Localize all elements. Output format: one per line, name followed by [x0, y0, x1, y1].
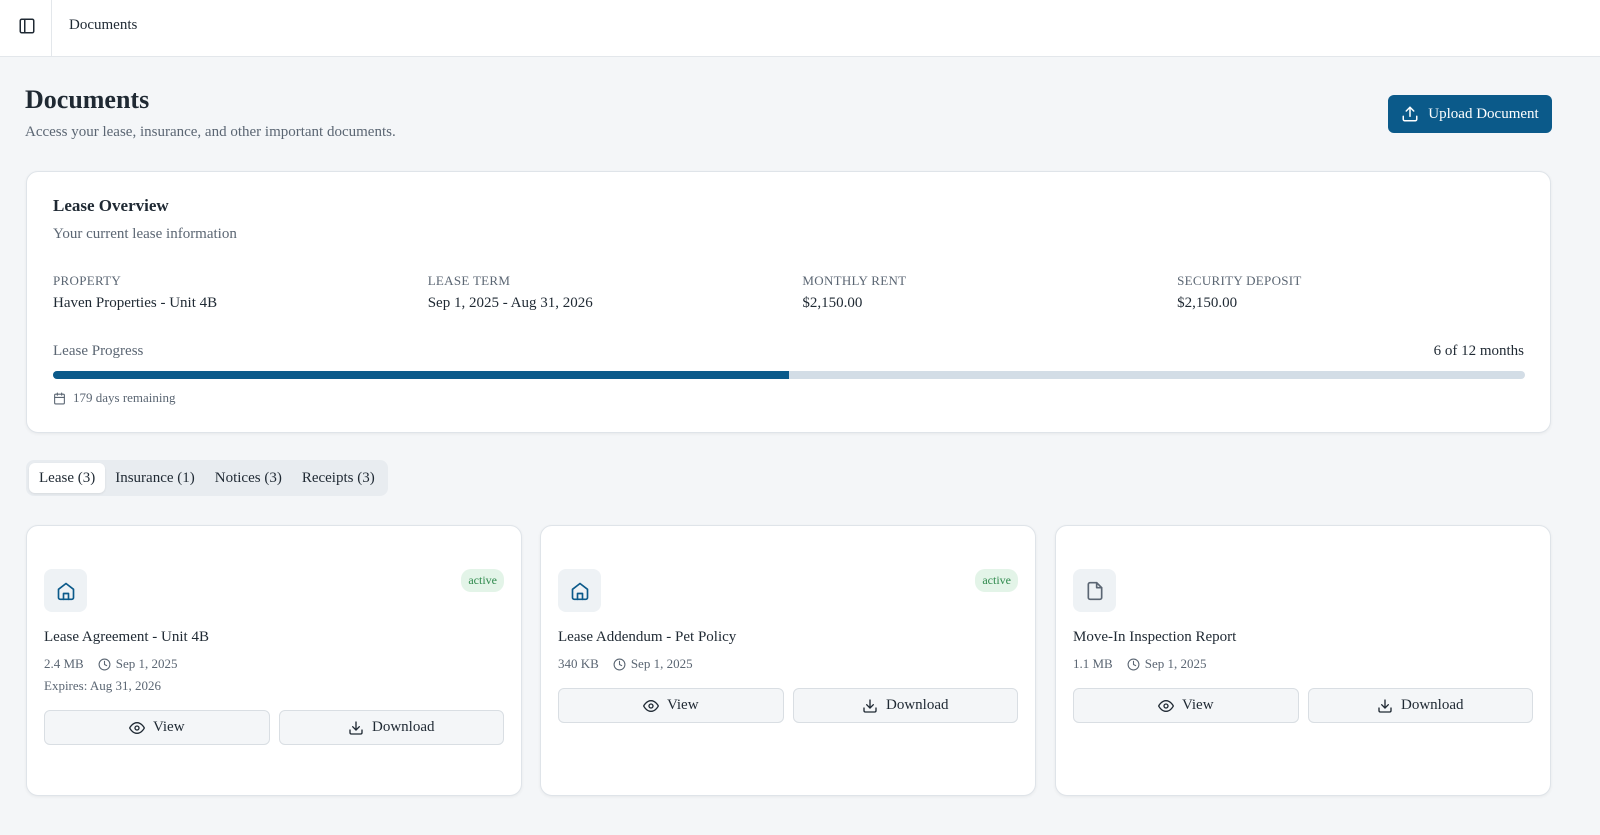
- upload-label: Upload Document: [1428, 105, 1539, 122]
- field-value: Sep 1, 2025 - Aug 31, 2026: [427, 295, 593, 311]
- field-label: MONTHLY RENT: [802, 273, 907, 288]
- field-value: $2,150.00: [1177, 295, 1238, 311]
- download-button[interactable]: Download: [1307, 688, 1533, 723]
- document-actions: View Download: [44, 710, 504, 745]
- file-size: 1.1 MB: [1073, 656, 1113, 671]
- view-button[interactable]: View: [44, 710, 270, 745]
- document-icon: [1073, 569, 1116, 612]
- button-label: Download: [886, 697, 949, 713]
- tabs: Lease (3) Insurance (1) Notices (3) Receipt…: [26, 460, 388, 496]
- upload-date-text: Sep 1, 2025: [115, 656, 178, 671]
- document-actions: View Download: [558, 688, 1018, 723]
- tab[interactable]: Notices (3): [214, 470, 282, 486]
- icon: [19, 18, 35, 34]
- button-label: View: [666, 697, 699, 713]
- document-icon: [44, 569, 87, 612]
- icon: [54, 392, 65, 404]
- icon: [1127, 658, 1140, 670]
- progress-label: Lease Progress: [53, 343, 144, 359]
- upload-date: Sep 1, 2025: [98, 656, 178, 672]
- upload-button[interactable]: Upload Document: [1388, 95, 1552, 133]
- lease-overview-card: Lease Overview Your current lease informa…: [26, 171, 1551, 433]
- field-label: LEASE TERM: [427, 273, 511, 288]
- button-label: View: [152, 719, 185, 735]
- sidebar-toggle[interactable]: [18, 17, 38, 37]
- upload-date: Sep 1, 2025: [1127, 656, 1207, 672]
- icon: [128, 721, 145, 734]
- icon: [571, 582, 588, 600]
- progress-value: 6 of 12 months: [1433, 343, 1524, 359]
- icon: [613, 658, 626, 670]
- upload-date-text: Sep 1, 2025: [630, 656, 693, 671]
- days-remaining-text: 179 days remaining: [73, 390, 176, 405]
- icon: [1157, 699, 1174, 712]
- document-meta: 340 KB Sep 1, 2025: [558, 656, 1018, 672]
- status-badge: active: [461, 569, 504, 592]
- icon: [349, 720, 363, 735]
- page-subtitle: Access your lease, insurance, and other …: [25, 124, 396, 140]
- page-title: Documents: [25, 85, 150, 114]
- icon: [1402, 106, 1418, 122]
- document-card: active Lease Addendum - Pet Policy 340 KB S…: [540, 525, 1036, 796]
- breadcrumb: Documents: [69, 17, 138, 33]
- document-meta: 2.4 MB Sep 1, 2025: [44, 656, 504, 672]
- button-label: Download: [1401, 697, 1464, 713]
- view-button[interactable]: View: [558, 688, 784, 723]
- icon: [642, 699, 659, 712]
- icon: [1378, 698, 1392, 713]
- field-value: $2,150.00: [802, 295, 863, 311]
- field-label: SECURITY DEPOSIT: [1177, 273, 1302, 288]
- tab[interactable]: Insurance (1): [115, 470, 195, 486]
- tab[interactable]: Receipts (3): [301, 470, 375, 486]
- document-title: Lease Addendum - Pet Policy: [558, 629, 737, 645]
- progress-fill: [53, 371, 789, 379]
- document-actions: View Download: [1073, 688, 1533, 723]
- document-card: Move-In Inspection Report 1.1 MB Sep 1, 20…: [1055, 525, 1551, 796]
- document-title: Move-In Inspection Report: [1073, 629, 1237, 645]
- view-button[interactable]: View: [1073, 688, 1299, 723]
- card-subtitle: Your current lease information: [53, 226, 237, 242]
- file-size: 340 KB: [558, 656, 599, 671]
- icon: [1087, 581, 1102, 600]
- card-title: Lease Overview: [53, 196, 169, 215]
- icon: [863, 698, 877, 713]
- tab[interactable]: Lease (3): [29, 463, 106, 493]
- field-value: Haven Properties - Unit 4B: [53, 295, 218, 311]
- progress-track: [53, 371, 1525, 379]
- document-title: Lease Agreement - Unit 4B: [44, 629, 209, 645]
- status-badge: active: [975, 569, 1018, 592]
- upload-date-text: Sep 1, 2025: [1144, 656, 1207, 671]
- download-button[interactable]: Download: [278, 710, 504, 745]
- download-button[interactable]: Download: [792, 688, 1018, 723]
- divider: [51, 0, 52, 56]
- button-label: Download: [372, 719, 435, 735]
- button-label: View: [1181, 697, 1214, 713]
- document-icon: [558, 569, 601, 612]
- days-remaining: 179 days remaining: [53, 390, 176, 406]
- field-label: PROPERTY: [53, 273, 122, 288]
- icon: [57, 582, 74, 600]
- document-card: active Lease Agreement - Unit 4B 2.4 MB Sep…: [26, 525, 522, 796]
- expiry: Expires: Aug 31, 2026: [44, 678, 161, 693]
- upload-date: Sep 1, 2025: [613, 656, 693, 672]
- top-bar: Documents: [0, 0, 1600, 57]
- document-meta: 1.1 MB Sep 1, 2025: [1073, 656, 1533, 672]
- icon: [98, 658, 111, 670]
- file-size: 2.4 MB: [44, 656, 84, 671]
